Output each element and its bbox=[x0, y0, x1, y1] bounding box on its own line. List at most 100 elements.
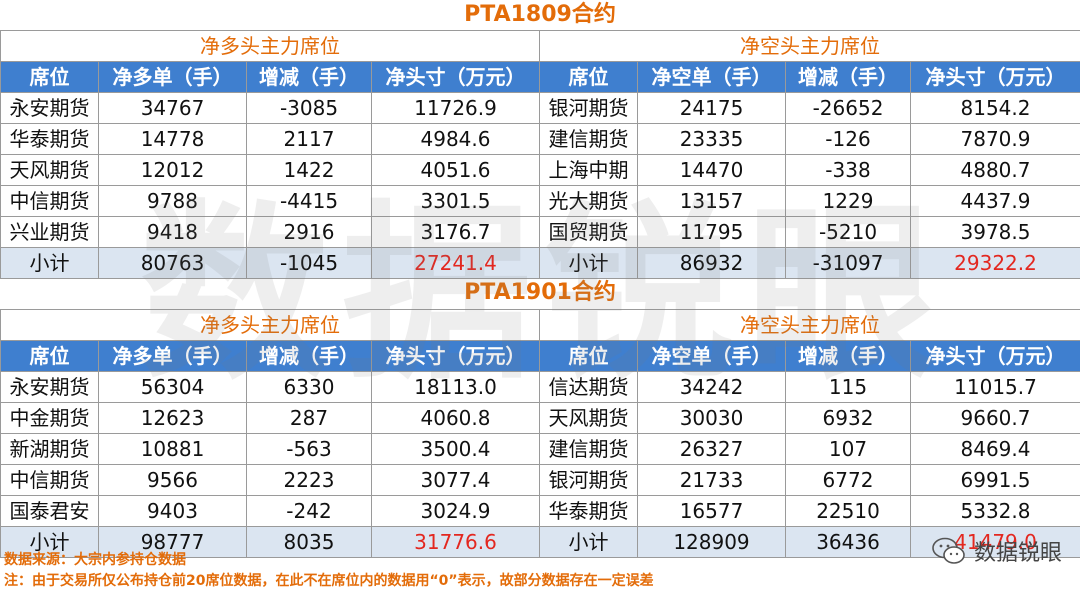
table-cell: -3085 bbox=[246, 92, 372, 124]
table-pta1809: 净多头主力席位 净空头主力席位 席位 净多单（手） 增减（手） 净头寸（万元） … bbox=[0, 30, 1080, 279]
table-cell: 34242 bbox=[637, 371, 786, 403]
table-cell: 26327 bbox=[637, 433, 786, 465]
table-cell: 16577 bbox=[637, 495, 786, 527]
column-header: 增减（手） bbox=[246, 61, 372, 93]
table-cell: -563 bbox=[246, 433, 372, 465]
table-cell: 5332.8 bbox=[910, 495, 1080, 527]
table-cell: 银河期货 bbox=[539, 92, 638, 124]
table-cell: 2223 bbox=[246, 464, 372, 496]
table-cell: 9418 bbox=[98, 216, 247, 248]
table-cell: 9788 bbox=[98, 185, 247, 217]
table-cell: 7870.9 bbox=[910, 123, 1080, 155]
table-cell: 天风期货 bbox=[539, 402, 638, 434]
subtotal-net-position: 41479.0 bbox=[910, 526, 1080, 558]
table-cell: 建信期货 bbox=[539, 433, 638, 465]
table-cell: 34767 bbox=[98, 92, 247, 124]
table-cell: 11726.9 bbox=[371, 92, 540, 124]
section-title-pta1809: PTA1809合约 bbox=[464, 2, 616, 27]
table-cell: 115 bbox=[785, 371, 911, 403]
table-cell: 4051.6 bbox=[371, 154, 540, 186]
table-cell: 13157 bbox=[637, 185, 786, 217]
table-cell: 6991.5 bbox=[910, 464, 1080, 496]
section-title-pta1901: PTA1901合约 bbox=[464, 280, 616, 305]
table-cell: 12623 bbox=[98, 402, 247, 434]
table-cell: 华泰期货 bbox=[539, 495, 638, 527]
table-cell: 8154.2 bbox=[910, 92, 1080, 124]
table-cell: -5210 bbox=[785, 216, 911, 248]
table-cell: 11015.7 bbox=[910, 371, 1080, 403]
table-cell: 3176.7 bbox=[371, 216, 540, 248]
table-row: 中信期货 9788 -4415 3301.5 光大期货 13157 1229 4… bbox=[0, 185, 1080, 217]
column-header: 净头寸（万元） bbox=[910, 61, 1080, 93]
table-cell: -126 bbox=[785, 123, 911, 155]
table-cell: 128909 bbox=[637, 526, 786, 558]
table-cell: 23335 bbox=[637, 123, 786, 155]
table-cell: 上海中期 bbox=[539, 154, 638, 186]
table-cell: -4415 bbox=[246, 185, 372, 217]
table-cell: 中金期货 bbox=[0, 402, 99, 434]
long-positions-title: 净多头主力席位 bbox=[0, 30, 540, 62]
table-cell: 9566 bbox=[98, 464, 247, 496]
column-header: 净空单（手） bbox=[637, 340, 786, 372]
subtotal-net-position: 29322.2 bbox=[910, 247, 1080, 279]
table-cell: -31097 bbox=[785, 247, 911, 279]
table-cell: 银河期货 bbox=[539, 464, 638, 496]
disclaimer-note: 注：由于交易所仅公布持仓前20席位数据，在此不在席位内的数据用“0”表示，故部分… bbox=[4, 573, 654, 589]
column-header: 增减（手） bbox=[785, 61, 911, 93]
table-cell: 3301.5 bbox=[371, 185, 540, 217]
table-row: 天风期货 12012 1422 4051.6 上海中期 14470 -338 4… bbox=[0, 154, 1080, 186]
subtotal-label: 小计 bbox=[0, 526, 99, 558]
table-cell: 56304 bbox=[98, 371, 247, 403]
table-cell: 4060.8 bbox=[371, 402, 540, 434]
table-cell: 3024.9 bbox=[371, 495, 540, 527]
table-cell: 6932 bbox=[785, 402, 911, 434]
table-cell: 国泰君安 bbox=[0, 495, 99, 527]
column-header: 席位 bbox=[539, 61, 638, 93]
subtotal-label: 小计 bbox=[539, 247, 638, 279]
table-cell: 3978.5 bbox=[910, 216, 1080, 248]
table-row: 中信期货 9566 2223 3077.4 银河期货 21733 6772 69… bbox=[0, 464, 1080, 496]
table-cell: 8469.4 bbox=[910, 433, 1080, 465]
column-header: 席位 bbox=[0, 61, 99, 93]
table-cell: 天风期货 bbox=[0, 154, 99, 186]
table-cell: 4437.9 bbox=[910, 185, 1080, 217]
table-cell: 21733 bbox=[637, 464, 786, 496]
column-header: 净多单（手） bbox=[98, 61, 247, 93]
table-cell: 3500.4 bbox=[371, 433, 540, 465]
table-cell: 11795 bbox=[637, 216, 786, 248]
column-header: 增减（手） bbox=[246, 340, 372, 372]
subtotal-label: 小计 bbox=[539, 526, 638, 558]
table-row: 国泰君安 9403 -242 3024.9 华泰期货 16577 22510 5… bbox=[0, 495, 1080, 527]
subtotal-row: 小计 98777 8035 31776.6 小计 128909 36436 41… bbox=[0, 526, 1080, 558]
table-cell: 建信期货 bbox=[539, 123, 638, 155]
table-cell: 2916 bbox=[246, 216, 372, 248]
brand-badge: 数据锐眼 bbox=[932, 535, 1062, 567]
column-header: 净多单（手） bbox=[98, 340, 247, 372]
table-cell: 光大期货 bbox=[539, 185, 638, 217]
table-cell: 287 bbox=[246, 402, 372, 434]
column-header: 净头寸（万元） bbox=[371, 340, 540, 372]
table-cell: 1422 bbox=[246, 154, 372, 186]
table-cell: 9660.7 bbox=[910, 402, 1080, 434]
table-cell: 国贸期货 bbox=[539, 216, 638, 248]
table-cell: 10881 bbox=[98, 433, 247, 465]
table-row: 永安期货 56304 6330 18113.0 信达期货 34242 115 1… bbox=[0, 371, 1080, 403]
data-source-note: 数据来源：大宗内参持仓数据 bbox=[4, 552, 186, 568]
table-cell: 36436 bbox=[785, 526, 911, 558]
table-row: 兴业期货 9418 2916 3176.7 国贸期货 11795 -5210 3… bbox=[0, 216, 1080, 248]
table-cell: 永安期货 bbox=[0, 92, 99, 124]
long-positions-title: 净多头主力席位 bbox=[0, 309, 540, 341]
table-cell: -26652 bbox=[785, 92, 911, 124]
table-cell: 兴业期货 bbox=[0, 216, 99, 248]
table-cell: 14778 bbox=[98, 123, 247, 155]
column-header: 席位 bbox=[0, 340, 99, 372]
table-row: 中金期货 12623 287 4060.8 天风期货 30030 6932 96… bbox=[0, 402, 1080, 434]
table-cell: 信达期货 bbox=[539, 371, 638, 403]
table-cell: 4880.7 bbox=[910, 154, 1080, 186]
table-cell: 14470 bbox=[637, 154, 786, 186]
table-cell: 30030 bbox=[637, 402, 786, 434]
wechat-icon bbox=[932, 537, 965, 564]
table-cell: 中信期货 bbox=[0, 464, 99, 496]
table-cell: -338 bbox=[785, 154, 911, 186]
table-cell: 1229 bbox=[785, 185, 911, 217]
